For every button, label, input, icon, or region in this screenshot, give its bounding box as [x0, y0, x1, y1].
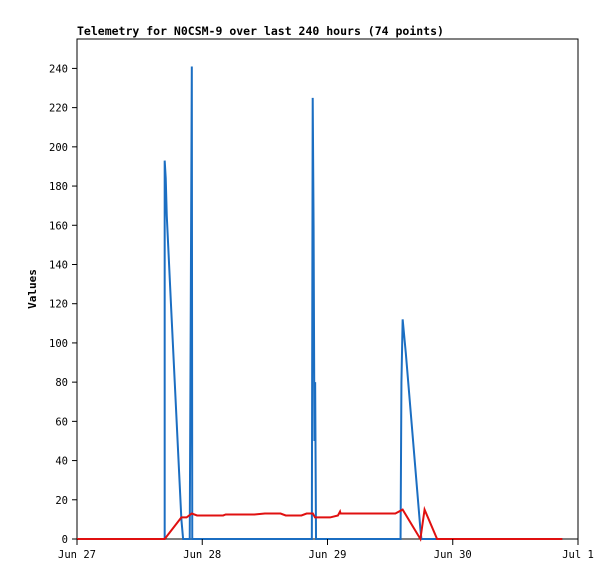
y-tick-label: 40 — [55, 456, 68, 468]
series-line-2 — [77, 505, 563, 542]
x-tick-label: Jul 1 — [562, 549, 594, 561]
y-tick-label: 140 — [49, 259, 68, 271]
chart-title: Telemetry for N0CSM-9 over last 240 hour… — [77, 24, 444, 38]
series-line-1 — [77, 66, 563, 540]
y-tick-label: 0 — [62, 534, 68, 546]
y-axis-ticks: 0 20 40 60 80 100 120 140 160 180 200 220 240 — [49, 63, 77, 546]
y-tick-label: 60 — [55, 416, 68, 428]
series-layer — [77, 66, 563, 542]
y-tick-label: 100 — [49, 338, 68, 350]
y-tick-label: 220 — [49, 103, 68, 115]
y-tick-label: 180 — [49, 181, 68, 193]
y-tick-label: 240 — [49, 63, 68, 75]
x-axis-ticks: Jun 27 Jun 28 Jun 29 Jun 30 Jul 1 — [58, 539, 594, 561]
x-tick-label: Jun 28 — [183, 549, 221, 561]
y-tick-label: 20 — [55, 495, 68, 507]
x-tick-label: Jun 30 — [434, 549, 472, 561]
y-tick-label: 200 — [49, 142, 68, 154]
y-axis-label: Values — [26, 269, 39, 309]
x-tick-label: Jun 27 — [58, 549, 96, 561]
y-tick-label: 80 — [55, 377, 68, 389]
y-tick-label: 120 — [49, 299, 68, 311]
x-tick-label: Jun 29 — [309, 549, 347, 561]
y-tick-label: 160 — [49, 220, 68, 232]
